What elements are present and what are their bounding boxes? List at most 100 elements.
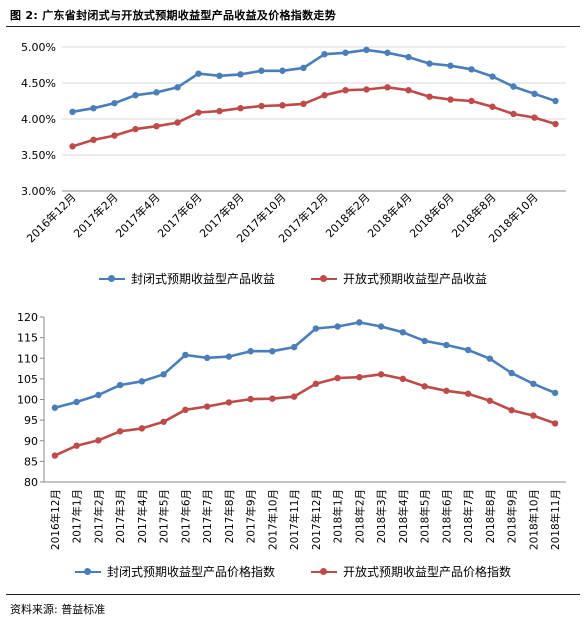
data-point [153,123,160,130]
data-point [138,425,146,432]
data-point [51,452,59,459]
data-point [182,406,189,414]
x-tick-label: 2017年6月 [179,489,192,543]
data-point [90,136,97,144]
data-point [174,119,181,126]
y-tick-label: 100 [17,394,38,407]
data-point [73,398,80,406]
data-point [225,353,233,360]
source-note: 资料来源: 普益标准 [10,603,106,616]
x-tick-label: 2017年9月 [245,489,258,543]
x-tick-label: 2018年4月 [397,489,410,543]
data-point [486,355,494,362]
data-point [290,343,298,351]
x-tick-label: 2017年3月 [114,489,127,543]
data-point [399,329,407,336]
legend-label-open-yield: 开放式预期收益型产品收益 [343,272,488,286]
data-point [489,73,496,80]
x-tick-label: 2018年1月 [332,489,345,543]
data-point [356,374,363,381]
x-tick-label: 2017年2月 [92,489,105,543]
data-point [356,319,363,326]
data-point [195,70,202,77]
legend-label-closed-yield: 封闭式预期收益型产品收益 [130,272,275,286]
legend-swatch-closed-yield [98,274,125,284]
data-point [160,418,167,425]
price-index-chart: 80 85 90 95 100 105 110 115 120 2016年12月 2017年1月 20… [17,311,566,550]
data-point [486,397,494,404]
data-point [69,108,76,116]
x-tick-label: 2017年7月 [201,489,214,543]
data-point [216,72,223,79]
data-point [95,437,102,444]
y-tick-label: 105 [17,373,38,386]
data-point [468,66,475,73]
data-point [51,404,59,411]
legend-label-open-index: 开放式预期收益型产品价格指数 [343,565,512,579]
x-tick-label: 2017年1月 [71,489,84,543]
legend-swatch-closed-index [74,567,101,577]
data-point [300,100,307,108]
data-point [510,83,517,90]
x-tick-label: 2018年8月 [484,489,497,543]
y-tick-label: 95 [24,414,38,427]
x-tick-label: 2017年4月 [136,489,149,543]
data-point [530,412,537,419]
legend-item-closed-index: 封闭式预期收益型产品价格指数 [74,563,275,580]
yield-chart: 3.00% 3.50% 4.00% 4.50% 5.00% 2016年12月2017年2月… [21,41,566,245]
x-tick-label: 2018年4月 [364,190,414,240]
data-point [551,389,559,397]
x-tick-label: 2017年2月 [70,190,120,240]
series-line-1 [54,373,556,457]
data-point [384,84,391,91]
y-tick-label: 5.00% [21,41,56,54]
data-point [247,348,254,355]
data-point [216,107,223,115]
data-point [195,109,202,116]
x-tick-label: 2017年12月 [310,489,323,550]
data-point [531,90,538,97]
data-point [312,325,320,332]
data-point [321,92,328,99]
data-point [247,395,254,403]
y-tick-label: 85 [24,455,38,468]
y-tick-label: 4.00% [21,113,56,126]
top-rule [6,26,580,27]
data-point [279,102,286,109]
data-point [300,64,307,72]
data-point [464,346,472,354]
figure-title: 图 2: 广东省封闭式与开放式预期收益型产品收益及价格指数走势 [10,9,337,22]
data-point [160,371,167,378]
x-tick-label: 2017年10月 [266,489,279,550]
data-point [468,97,475,105]
data-point [405,53,412,61]
y-tick-label: 110 [17,352,38,365]
data-point [95,391,102,399]
data-point [384,49,391,56]
x-tick-label: 2018年9月 [506,489,519,543]
data-point [399,375,407,383]
y-tick-label: 120 [17,311,38,324]
legend-label-closed-index: 封闭式预期收益型产品价格指数 [106,565,275,579]
data-point [138,378,146,385]
x-tick-label: 2018年7月 [462,489,475,543]
data-point [447,62,454,69]
data-point [489,103,496,110]
data-point [174,84,181,91]
data-point [132,125,139,133]
data-point [421,383,428,390]
y-tick-label: 3.50% [21,149,56,162]
price-index-chart-legend: 封闭式预期收益型产品价格指数 开放式预期收益型产品价格指数 [0,563,586,580]
data-point [426,60,433,67]
data-point [73,442,80,449]
legend-item-open-yield: 开放式预期收益型产品收益 [311,270,487,287]
data-point [90,105,97,112]
data-point [111,132,118,139]
x-tick-label: 2017年11月 [288,489,301,550]
x-tick-label: 2016年12月 [23,190,78,245]
x-tick-label: 2017年4月 [112,190,162,240]
data-point [508,407,515,414]
data-point [552,120,559,128]
data-point [279,67,286,74]
data-point [531,114,538,121]
